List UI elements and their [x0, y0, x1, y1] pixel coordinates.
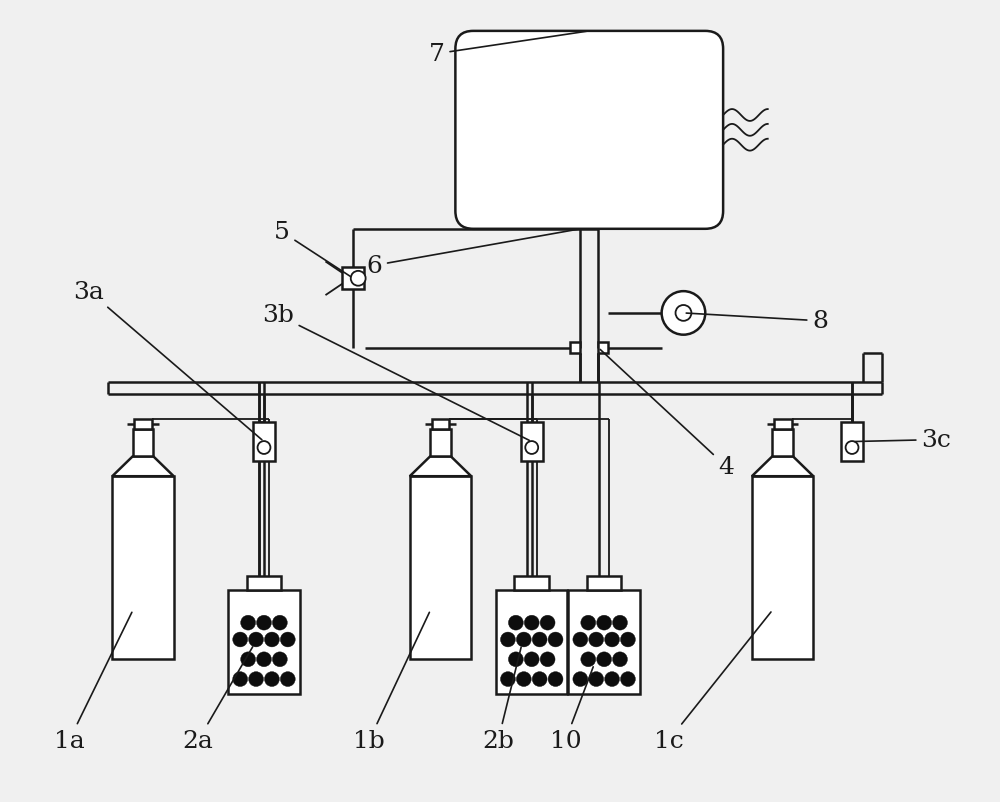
Circle shape — [280, 672, 295, 687]
Bar — [772, 429, 793, 457]
Circle shape — [573, 632, 588, 647]
FancyBboxPatch shape — [455, 32, 723, 229]
Circle shape — [525, 442, 538, 455]
Circle shape — [548, 632, 563, 647]
Bar — [774, 419, 792, 429]
Bar — [253, 422, 275, 462]
Circle shape — [241, 615, 256, 630]
Circle shape — [524, 615, 539, 630]
Circle shape — [613, 615, 627, 630]
Circle shape — [241, 652, 256, 667]
Circle shape — [548, 672, 563, 687]
Bar — [587, 577, 621, 590]
Circle shape — [581, 615, 596, 630]
Bar — [410, 476, 471, 659]
Bar — [752, 476, 813, 659]
Bar — [521, 422, 543, 462]
Polygon shape — [410, 457, 471, 476]
Circle shape — [605, 672, 619, 687]
Bar — [514, 577, 549, 590]
Circle shape — [500, 632, 515, 647]
Bar — [496, 590, 567, 694]
Circle shape — [233, 632, 248, 647]
Circle shape — [264, 632, 279, 647]
Circle shape — [524, 652, 539, 667]
Circle shape — [508, 615, 523, 630]
Circle shape — [532, 632, 547, 647]
Text: 4: 4 — [600, 350, 734, 478]
Circle shape — [500, 672, 515, 687]
Bar — [112, 476, 174, 659]
Text: 6: 6 — [366, 230, 578, 277]
Text: 7: 7 — [429, 32, 587, 66]
Polygon shape — [752, 457, 813, 476]
Bar — [841, 422, 863, 462]
Circle shape — [258, 442, 270, 455]
Circle shape — [846, 442, 858, 455]
Text: 8: 8 — [686, 310, 828, 333]
Circle shape — [272, 615, 287, 630]
Circle shape — [676, 306, 691, 322]
Circle shape — [249, 632, 263, 647]
Text: 3b: 3b — [262, 304, 529, 441]
Polygon shape — [112, 457, 174, 476]
Circle shape — [620, 632, 635, 647]
Circle shape — [516, 672, 531, 687]
Bar — [598, 342, 608, 354]
Bar — [432, 419, 449, 429]
Bar — [570, 342, 580, 354]
Bar — [247, 577, 281, 590]
Text: 1a: 1a — [54, 613, 132, 752]
Circle shape — [589, 632, 604, 647]
Bar — [568, 590, 640, 694]
Circle shape — [508, 652, 523, 667]
Text: 10: 10 — [550, 667, 593, 752]
Text: 1c: 1c — [654, 612, 771, 752]
Circle shape — [613, 652, 627, 667]
Text: 2a: 2a — [183, 647, 253, 752]
Circle shape — [620, 672, 635, 687]
Circle shape — [351, 272, 366, 286]
Circle shape — [597, 615, 612, 630]
Bar — [133, 429, 153, 457]
Bar — [430, 429, 451, 457]
Circle shape — [589, 672, 604, 687]
Circle shape — [581, 652, 596, 667]
Text: 1b: 1b — [353, 613, 429, 752]
Circle shape — [605, 632, 619, 647]
Circle shape — [662, 292, 705, 335]
Text: 5: 5 — [274, 221, 351, 277]
Text: 3a: 3a — [74, 280, 262, 440]
Circle shape — [516, 632, 531, 647]
Circle shape — [257, 615, 271, 630]
Text: 3c: 3c — [855, 428, 951, 452]
Bar — [342, 268, 364, 290]
Text: 2b: 2b — [482, 647, 521, 752]
Circle shape — [280, 632, 295, 647]
Circle shape — [573, 672, 588, 687]
Circle shape — [540, 615, 555, 630]
Circle shape — [249, 672, 263, 687]
Circle shape — [597, 652, 612, 667]
Circle shape — [540, 652, 555, 667]
Circle shape — [233, 672, 248, 687]
Circle shape — [257, 652, 271, 667]
Bar — [228, 590, 300, 694]
Circle shape — [272, 652, 287, 667]
Circle shape — [264, 672, 279, 687]
Circle shape — [532, 672, 547, 687]
Bar — [134, 419, 152, 429]
